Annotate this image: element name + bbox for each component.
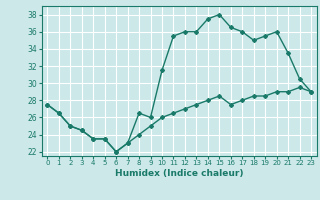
X-axis label: Humidex (Indice chaleur): Humidex (Indice chaleur) xyxy=(115,169,244,178)
